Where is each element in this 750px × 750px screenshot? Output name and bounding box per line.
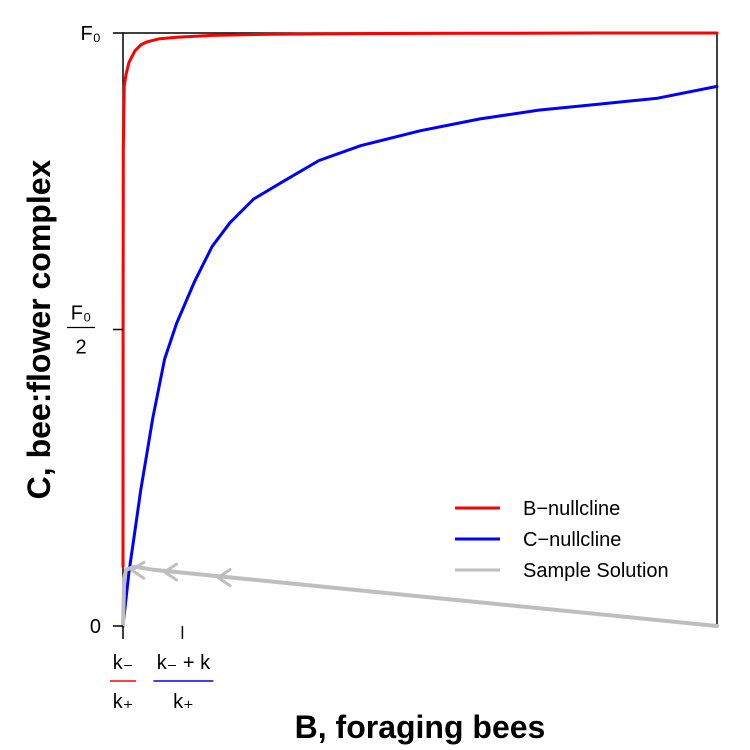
series-line-c-nullcline	[121, 84, 719, 628]
legend-label-0: B−nullcline	[523, 498, 620, 520]
solution-arrow-1	[216, 568, 232, 588]
plot-frame	[122, 32, 718, 626]
legend-label-2: Sample Solution	[523, 560, 669, 582]
y-tick-numerator-1: F₀	[71, 303, 92, 325]
x-tick-denominator-0: k₊	[113, 691, 134, 713]
legend-label-1: C−nullcline	[523, 529, 621, 551]
x-axis-title: B, foraging bees	[295, 709, 546, 745]
y-tick-label-0: 0	[90, 616, 101, 638]
y-axis-title: C, bee:flower complex	[21, 159, 57, 499]
solution-arrow-2	[163, 562, 179, 582]
series-line-b-nullcline	[121, 31, 719, 569]
solution-arrow-3	[130, 560, 146, 580]
y-tick-denominator-1: 2	[75, 337, 86, 359]
y-tick-label-2: F₀	[80, 23, 101, 45]
x-tick-numerator-0: k₋	[113, 652, 134, 674]
x-tick-denominator-1: k₊	[173, 691, 194, 713]
x-tick-numerator-1: k₋ + k	[157, 652, 211, 674]
